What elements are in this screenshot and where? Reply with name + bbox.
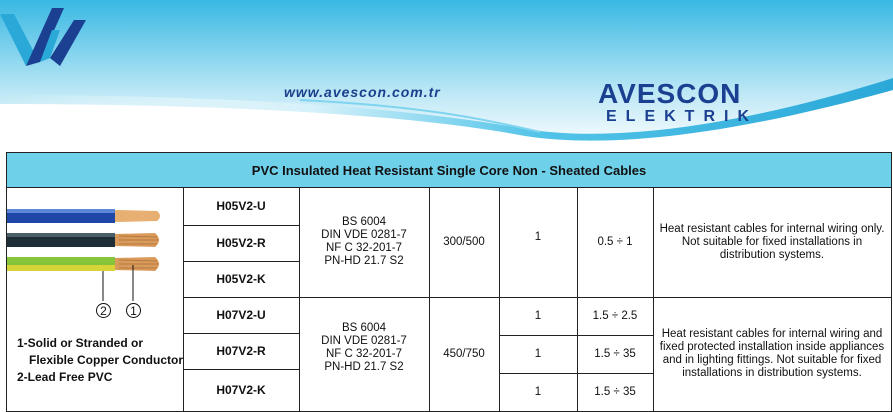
voltage-cell: 450/750 (443, 347, 485, 360)
cores-cell: 1 (534, 385, 542, 398)
section-cell: 1.5 ÷ 35 (594, 347, 636, 360)
standard: BS 6004 (341, 216, 387, 228)
divider (299, 187, 300, 411)
cable-spec-table: PVC Insulated Heat Resistant Single Core… (6, 152, 892, 412)
header-banner: www.avescon.com.tr AVESCON ELEKTRIK (0, 0, 893, 150)
cable-code: H05V2-R (216, 235, 266, 250)
cable-code: H05V2-K (216, 271, 266, 286)
standard: DIN VDE 0281-7 (321, 229, 407, 241)
cable-legend: 1-Solid or Stranded or Flexible Copper C… (17, 335, 183, 386)
divider (183, 225, 299, 226)
divider (499, 335, 653, 336)
section-cell: 1.5 ÷ 35 (594, 385, 636, 398)
cable-illustration (7, 209, 160, 301)
table-title: PVC Insulated Heat Resistant Single Core… (7, 153, 891, 188)
legend-line: 1-Solid or Stranded or (17, 336, 144, 350)
divider (429, 187, 430, 411)
divider (577, 187, 578, 411)
divider (499, 187, 500, 411)
brand-name: AVESCON (598, 78, 742, 109)
cores-cell: 1 (534, 347, 542, 360)
standard: NF C 32-201-7 (325, 242, 403, 254)
marker-2: 2 (96, 303, 111, 318)
standards-cell: BS 6004 DIN VDE 0281-7 NF C 32-201-7 PN-… (299, 297, 429, 399)
legend-line: 2-Lead Free PVC (17, 370, 113, 384)
avescon-logo-icon (0, 8, 86, 66)
description-cell: Heat resistant cables for internal wirin… (659, 222, 885, 261)
cores-cell: 1 (534, 230, 542, 243)
divider (499, 373, 653, 374)
marker-1: 1 (126, 303, 141, 318)
cores-cell: 1 (534, 309, 542, 322)
standard: PN-HD 21.7 S2 (324, 255, 404, 267)
cable-code: H05V2-U (216, 198, 266, 213)
cable-code: H07V2-R (216, 343, 266, 358)
divider (183, 369, 299, 370)
standard: PN-HD 21.7 S2 (324, 361, 404, 373)
divider (183, 261, 299, 262)
standard: DIN VDE 0281-7 (321, 335, 407, 347)
cable-code: H07V2-U (216, 307, 266, 322)
divider (183, 297, 891, 298)
standards-cell: BS 6004 DIN VDE 0281-7 NF C 32-201-7 PN-… (299, 187, 429, 297)
divider (653, 187, 654, 411)
voltage-cell: 300/500 (443, 235, 485, 248)
section-cell: 1.5 ÷ 2.5 (592, 309, 638, 322)
header-wave-graphic (0, 0, 893, 150)
cable-code: H07V2-K (216, 382, 266, 397)
legend-line: Flexible Copper Conductor (29, 353, 184, 367)
brand-subtitle: ELEKTRIK (606, 108, 758, 125)
divider (183, 333, 299, 334)
website-url[interactable]: www.avescon.com.tr (284, 84, 441, 100)
standard: NF C 32-201-7 (325, 348, 403, 360)
divider (183, 187, 184, 411)
section-cell: 0.5 ÷ 1 (597, 235, 633, 248)
standard: BS 6004 (341, 322, 387, 334)
description-cell: Heat resistant cables for internal wirin… (659, 328, 885, 379)
